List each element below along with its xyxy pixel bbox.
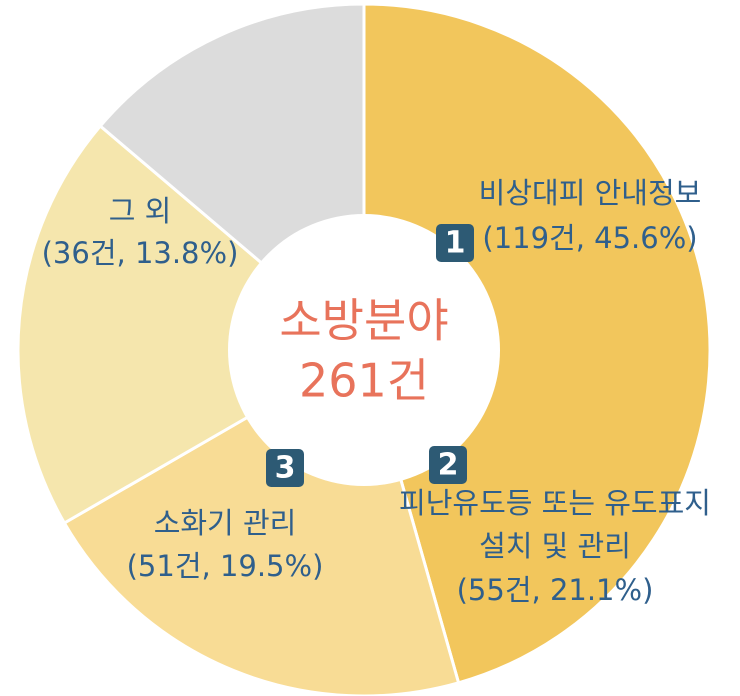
rank-badge-label: 2 [438, 448, 459, 483]
slice-label: 소화기 관리 [154, 506, 297, 540]
rank-badge [436, 224, 474, 262]
slice [16, 123, 367, 526]
slice [362, 2, 712, 685]
slice-label: 설치 및 관리 [479, 529, 631, 563]
rank-badge [266, 449, 304, 487]
rank-badge [429, 446, 467, 484]
slice-label: 비상대피 안내정보 [479, 176, 702, 210]
slice-label: 피난유도등 또는 유도표지 [399, 486, 711, 520]
value-label: (55건, 21.1%) [457, 573, 654, 607]
slice-label: 그 외 [109, 194, 172, 228]
rank-badge-label: 1 [445, 226, 466, 261]
value-label: (119건, 45.6%) [482, 221, 697, 255]
value-label: (36건, 13.8%) [42, 236, 239, 270]
chart-title: 소방분야 [279, 294, 448, 348]
donut-hole [228, 214, 500, 486]
chart-subtitle: 261건 [299, 354, 429, 408]
rank-badge-label: 3 [275, 451, 296, 486]
value-label: (51건, 19.5%) [127, 549, 324, 583]
